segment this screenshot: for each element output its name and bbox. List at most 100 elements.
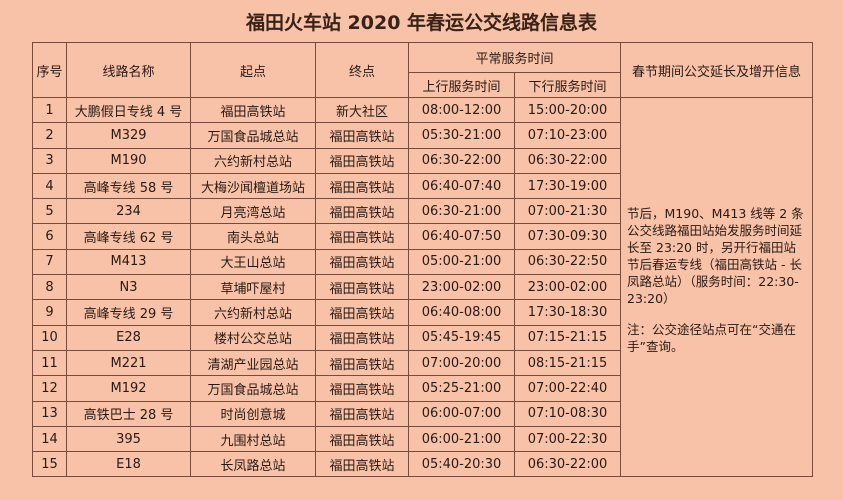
header-up-time: 上行服务时间 [408, 72, 515, 98]
start-stop: 六约新村总站 [190, 147, 316, 174]
start-stop: 楼村公交总站 [190, 324, 316, 351]
up-time: 07:00-20:00 [408, 349, 515, 377]
up-time: 06:40-07:40 [408, 172, 515, 200]
page-title: 福田火车站 2020 年春运公交线路信息表 [245, 12, 598, 34]
row-no: 12 [32, 375, 67, 402]
row-no: 13 [32, 400, 67, 427]
down-time: 06:30-22:50 [513, 248, 622, 276]
down-time: 17:30-18:30 [513, 299, 622, 326]
table-row: 6 高峰专线 62 号南头总站 福田高铁站 06:40-07:50 07:30-09:3… [32, 223, 813, 250]
route-name: E18 [66, 451, 191, 478]
route-name: M190 [66, 147, 191, 174]
table-row: 13 高铁巴士 28 号时尚创意城 福田高铁站 06:00-07:00 07:10-08… [32, 400, 813, 427]
header-start: 起点 [190, 42, 316, 98]
up-time: 05:00-21:00 [408, 248, 515, 276]
down-time: 07:15-21:15 [513, 324, 622, 351]
start-stop: 月亮湾总站 [190, 198, 316, 225]
extra-info-main: 节后，M190、M413 线等 2 条公交线路福田站始发服务时间延长至 23:2… [627, 206, 804, 307]
down-time: 07:30-09:30 [513, 223, 622, 250]
start-stop: 万国食品城总站 [190, 375, 316, 402]
row-no: 4 [32, 172, 67, 200]
start-stop: 南头总站 [190, 223, 316, 250]
end-stop: 福田高铁站 [315, 400, 409, 427]
end-stop: 福田高铁站 [315, 299, 409, 326]
up-time: 05:40-20:30 [408, 451, 515, 478]
start-stop: 草埔吓屋村 [190, 274, 316, 301]
route-name: 395 [66, 425, 191, 453]
down-time: 07:10-23:00 [513, 122, 622, 149]
down-time: 23:00-02:00 [513, 274, 622, 301]
end-stop: 福田高铁站 [315, 147, 409, 174]
route-name: 高峰专线 62 号 [66, 223, 191, 250]
end-stop: 福田高铁站 [315, 324, 409, 351]
route-name: M329 [66, 122, 191, 149]
start-stop: 万国食品城总站 [190, 122, 316, 149]
row-no: 7 [32, 248, 67, 276]
extra-info: 节后，M190、M413 线等 2 条公交线路福田站始发服务时间延长至 23:2… [620, 96, 814, 478]
row-no: 1 [32, 96, 67, 124]
down-time: 07:10-08:30 [513, 400, 622, 427]
start-stop: 九围村总站 [190, 425, 316, 453]
row-no: 3 [32, 147, 67, 174]
down-time: 06:30-22:00 [513, 451, 622, 478]
up-time: 06:40-07:50 [408, 223, 515, 250]
start-stop: 时尚创意城 [190, 400, 316, 427]
table-row: 9 高峰专线 29 号六约新村总站 福田高铁站 06:40-08:00 17:30-18… [32, 299, 813, 326]
up-time: 05:25-21:00 [408, 375, 515, 402]
header-extra: 春节期间公交延长及增开信息 [620, 42, 814, 98]
row-no: 10 [32, 324, 67, 351]
row-no: 8 [32, 274, 67, 301]
row-no: 11 [32, 349, 67, 377]
row-no: 9 [32, 299, 67, 326]
end-stop: 福田高铁站 [315, 122, 409, 149]
route-name: 高峰专线 29 号 [66, 299, 191, 326]
end-stop: 福田高铁站 [315, 223, 409, 250]
row-no: 2 [32, 122, 67, 149]
route-name: 大鹏假日专线 4 号 [66, 96, 191, 124]
end-stop: 福田高铁站 [315, 274, 409, 301]
header-down-time: 下行服务时间 [513, 72, 622, 98]
up-time: 06:00-07:00 [408, 400, 515, 427]
start-stop: 六约新村总站 [190, 299, 316, 326]
down-time: 15:00-20:00 [513, 96, 622, 124]
route-name: M192 [66, 375, 191, 402]
down-time: 07:00-21:30 [513, 198, 622, 225]
end-stop: 福田高铁站 [315, 375, 409, 402]
up-time: 06:40-08:00 [408, 299, 515, 326]
header-end: 终点 [315, 42, 409, 98]
extra-info-remark: 注：公交途径站点可在“交通在手”查询。 [627, 322, 796, 355]
route-name: M221 [66, 349, 191, 377]
down-time: 08:15-21:15 [513, 349, 622, 377]
table-row: 7 M413 大王山总站 福田高铁站 05:00-21:00 06:30-22:50 [32, 248, 813, 276]
start-stop: 大王山总站 [190, 248, 316, 276]
up-time: 05:30-21:00 [408, 122, 515, 149]
end-stop: 福田高铁站 [315, 425, 409, 453]
table-row: 10 E28 楼村公交总站 福田高铁站 05:45-19:45 07:15-21:15 [32, 324, 813, 351]
end-stop: 福田高铁站 [315, 451, 409, 478]
route-name: N3 [66, 274, 191, 301]
table-row: 14 395 九围村总站 福田高铁站 06:00-21:00 07:00-22:30 [32, 425, 813, 453]
end-stop: 福田高铁站 [315, 248, 409, 276]
down-time: 07:00-22:40 [513, 375, 622, 402]
table-row: 4 高峰专线 58 号大梅沙闻檀道场站 福田高铁站 06:40-07:40 17:30-… [32, 172, 813, 200]
table-row: 1 大鹏假日专线 4 号福田高铁站 新大社区 08:00-12:00 15:00-20:… [32, 96, 814, 478]
down-time: 07:00-22:30 [513, 425, 622, 453]
up-time: 06:00-21:00 [408, 425, 515, 453]
start-stop: 大梅沙闻檀道场站 [190, 172, 316, 200]
row-no: 5 [32, 198, 67, 225]
header-no: 序号 [32, 42, 67, 98]
header-name: 线路名称 [66, 42, 191, 98]
route-name: M413 [66, 248, 191, 276]
up-time: 23:00-02:00 [408, 274, 515, 301]
start-stop: 清湖产业园总站 [190, 349, 316, 377]
end-stop: 福田高铁站 [315, 198, 409, 225]
row-no: 15 [32, 451, 67, 478]
end-stop: 福田高铁站 [315, 349, 409, 377]
start-stop: 长凤路总站 [190, 451, 316, 478]
table-row: 15 E18 长凤路总站 福田高铁站 05:40-20:30 06:30-22:00 [32, 451, 813, 478]
table-row: 5 234 月亮湾总站 福田高铁站 06:30-21:00 07:00-21:30 [32, 198, 813, 225]
bus-route-table: 序号 线路名称 起点 终点 平常服务时间 春节期间公交延长及增开信息 上行服务时… [32, 42, 814, 478]
up-time: 08:00-12:00 [408, 96, 515, 124]
row-no: 14 [32, 425, 67, 453]
table-row: 12 M192 万国食品城总站 福田高铁站 05:25-21:00 07:00-22:40 [32, 375, 813, 402]
